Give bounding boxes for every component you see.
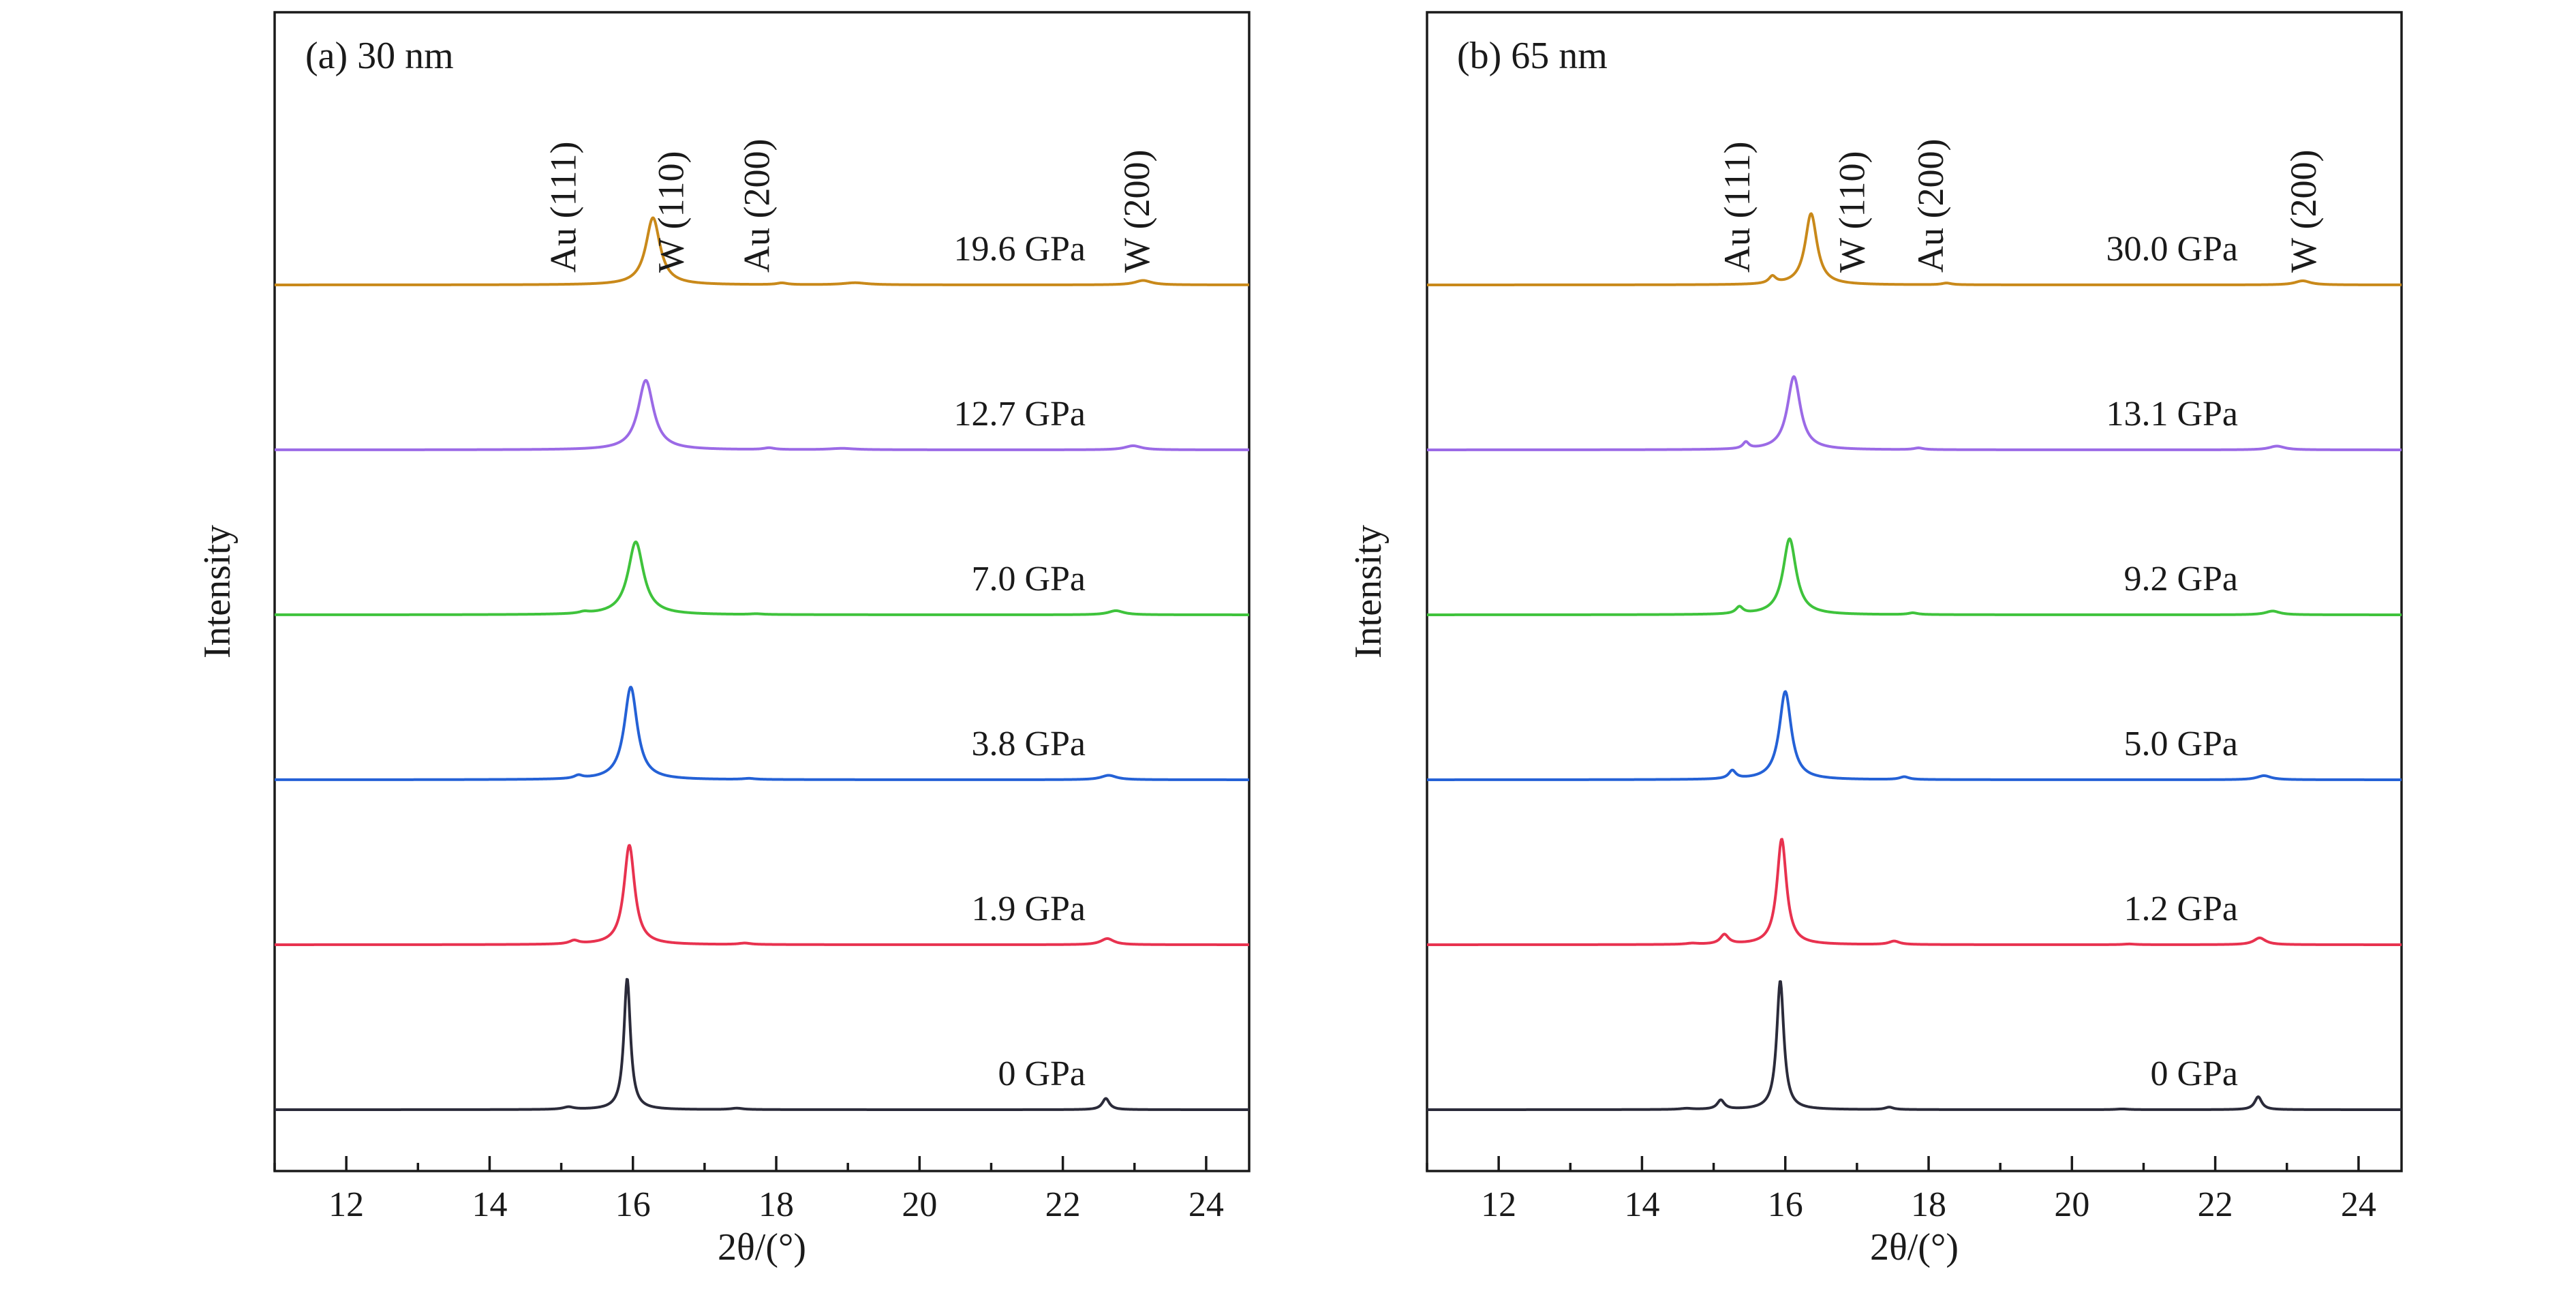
xrd-trace bbox=[274, 540, 1250, 616]
curve-labels: 0 GPa 1.9 GPa 3.8 GPa 7.0 GPa 12.7 GPa 19.6 G… bbox=[953, 230, 1086, 1093]
peak-label: Au (200) bbox=[1910, 139, 1951, 273]
x-axis-label: 2θ/(°) bbox=[1870, 1226, 1959, 1269]
peak-labels: Au (111) W (110) Au (200) W (200) bbox=[543, 139, 1157, 273]
panel-title: (b) 65 nm bbox=[1457, 35, 1608, 77]
panel-title: (a) 30 nm bbox=[305, 35, 454, 77]
panel-a: (a) 30 nm 12 14 16 18 20 22 24 0 GPa 1.9 GPa 3.8… bbox=[196, 11, 1251, 1269]
x-tick-label: 12 bbox=[1481, 1185, 1516, 1224]
xrd-trace bbox=[1426, 690, 2402, 781]
pressure-label: 13.1 GPa bbox=[2106, 395, 2238, 434]
peak-label: Au (111) bbox=[1717, 142, 1758, 273]
peak-label: W (110) bbox=[650, 151, 691, 273]
x-tick-label: 20 bbox=[2054, 1185, 2089, 1224]
pressure-label: 5.0 GPa bbox=[2123, 725, 2238, 763]
xrd-trace bbox=[274, 844, 1250, 946]
x-tick-label: 14 bbox=[472, 1185, 507, 1224]
peak-labels: Au (111) W (110) Au (200) W (200) bbox=[1717, 139, 2324, 273]
plot-frame bbox=[273, 11, 1251, 1172]
pressure-label: 1.2 GPa bbox=[2123, 890, 2238, 928]
y-axis-label: Intensity bbox=[1347, 525, 1390, 658]
xrd-trace bbox=[1426, 980, 2402, 1111]
pressure-label: 30.0 GPa bbox=[2106, 230, 2238, 269]
panel-b: (b) 65 nm 12 14 16 18 20 22 24 0 GPa 1.2 GPa 5.0… bbox=[1347, 11, 2403, 1269]
x-tick-label: 18 bbox=[1911, 1185, 1946, 1224]
xrd-trace bbox=[1426, 537, 2402, 616]
pressure-label: 0 GPa bbox=[2150, 1054, 2238, 1093]
traces bbox=[274, 216, 1250, 1111]
pressure-label: 12.7 GPa bbox=[953, 395, 1086, 434]
xrd-trace bbox=[1426, 838, 2402, 946]
pressure-label: 0 GPa bbox=[998, 1054, 1086, 1093]
xrd-trace bbox=[274, 216, 1250, 286]
x-tick-label: 22 bbox=[2198, 1185, 2233, 1224]
xrd-trace bbox=[274, 379, 1250, 451]
x-tick-label: 24 bbox=[2341, 1185, 2376, 1224]
y-axis-label: Intensity bbox=[196, 525, 239, 658]
pressure-label: 19.6 GPa bbox=[953, 230, 1086, 269]
xrd-trace bbox=[1426, 375, 2402, 451]
x-tick-label: 18 bbox=[758, 1185, 794, 1224]
x-axis: 12 14 16 18 20 22 24 bbox=[1426, 1156, 2376, 1224]
peak-label: Au (111) bbox=[543, 142, 584, 273]
traces bbox=[1426, 212, 2402, 1111]
pressure-label: 3.8 GPa bbox=[971, 725, 1086, 763]
x-tick-label: 12 bbox=[328, 1185, 364, 1224]
xrd-trace bbox=[274, 977, 1250, 1111]
peak-label: Au (200) bbox=[737, 139, 778, 273]
peak-label: W (200) bbox=[1116, 150, 1157, 273]
peak-label: W (200) bbox=[2283, 150, 2324, 273]
x-tick-label: 16 bbox=[615, 1185, 651, 1224]
peak-label: W (110) bbox=[1831, 151, 1872, 273]
x-tick-label: 14 bbox=[1624, 1185, 1659, 1224]
x-tick-label: 24 bbox=[1189, 1185, 1224, 1224]
x-tick-label: 22 bbox=[1045, 1185, 1081, 1224]
curve-labels: 0 GPa 1.2 GPa 5.0 GPa 9.2 GPa 13.1 GPa 30.0 G… bbox=[2106, 230, 2238, 1093]
xrd-trace bbox=[1426, 212, 2402, 286]
xrd-trace bbox=[274, 686, 1250, 781]
pressure-label: 9.2 GPa bbox=[2123, 560, 2238, 598]
x-axis: 12 14 16 18 20 22 24 bbox=[273, 1156, 1224, 1224]
plot-frame bbox=[1426, 11, 2403, 1172]
pressure-label: 1.9 GPa bbox=[971, 890, 1086, 928]
x-axis-label: 2θ/(°) bbox=[718, 1226, 806, 1269]
x-tick-label: 20 bbox=[902, 1185, 937, 1224]
x-tick-label: 16 bbox=[1768, 1185, 1803, 1224]
pressure-label: 7.0 GPa bbox=[971, 560, 1086, 598]
